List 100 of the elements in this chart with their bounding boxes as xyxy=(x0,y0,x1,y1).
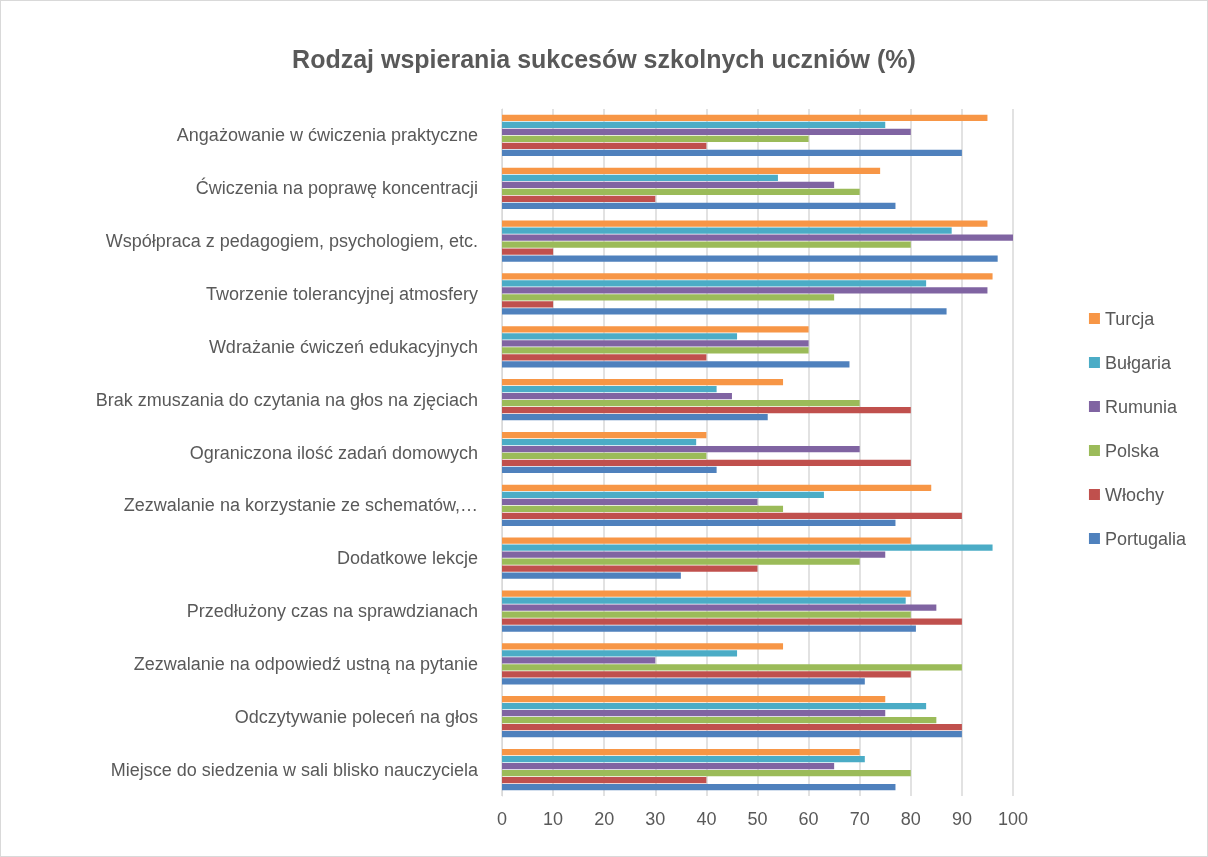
bar xyxy=(502,308,947,315)
y-tick-label: Zezwalanie na korzystanie ze schematów,… xyxy=(123,495,478,516)
bar xyxy=(502,181,835,188)
y-tick-label: Ograniczona ilość zadań domowych xyxy=(189,442,478,463)
bar xyxy=(502,407,911,414)
bar xyxy=(502,565,758,572)
bar xyxy=(502,220,988,227)
bar xyxy=(502,572,681,579)
bar xyxy=(502,512,962,519)
bar xyxy=(502,537,911,544)
y-tick-label: Współpraca z pedagogiem, psychologiem, etc. xyxy=(105,231,478,252)
bar xyxy=(502,505,784,512)
bar xyxy=(502,445,860,453)
bar xyxy=(502,142,707,150)
bar xyxy=(502,611,911,618)
bar xyxy=(502,248,554,255)
bar xyxy=(502,650,738,657)
bar xyxy=(502,273,993,280)
bar xyxy=(502,202,896,209)
bar xyxy=(502,354,707,361)
bar xyxy=(502,776,707,784)
bar xyxy=(502,551,886,558)
bar xyxy=(502,287,988,294)
bar xyxy=(502,643,784,650)
bar xyxy=(502,114,988,122)
bar xyxy=(502,466,717,474)
bar xyxy=(502,769,911,777)
y-tick-label: Zezwalanie na odpowiedź ustną na pytanie xyxy=(133,653,478,674)
x-tick-label: 10 xyxy=(543,809,564,829)
bar xyxy=(502,167,881,174)
bar xyxy=(502,333,738,340)
x-tick-label: 80 xyxy=(900,809,921,829)
bar xyxy=(502,590,911,597)
bar xyxy=(502,783,896,791)
y-tick-label: Brak zmuszania do czytania na głos na zjęciach xyxy=(95,389,478,410)
bar xyxy=(502,544,993,551)
bar xyxy=(502,135,809,143)
x-tick-label: 70 xyxy=(849,809,870,829)
bar xyxy=(502,227,952,234)
bar xyxy=(502,498,758,505)
bar xyxy=(502,379,784,386)
bar xyxy=(502,452,707,460)
y-tick-label: Wdrażanie ćwiczeń edukacyjnych xyxy=(208,336,478,357)
bar xyxy=(502,121,886,129)
bar xyxy=(502,731,962,738)
bar xyxy=(502,678,865,685)
bar xyxy=(502,301,554,308)
x-tick-label: 40 xyxy=(696,809,717,829)
x-tick-label: 30 xyxy=(645,809,666,829)
bar xyxy=(502,400,860,407)
bar xyxy=(502,431,707,439)
x-tick-label: 100 xyxy=(997,809,1029,829)
x-tick-label: 90 xyxy=(951,809,972,829)
bar xyxy=(502,671,911,678)
bar xyxy=(502,625,916,632)
y-tick-label: Miejsce do siedzenia w sali blisko nauczyciela xyxy=(110,759,479,780)
bar xyxy=(502,618,962,625)
bar xyxy=(502,484,932,491)
bar xyxy=(502,710,886,717)
bar xyxy=(502,438,697,446)
legend-label: Polska xyxy=(1104,440,1160,461)
y-tick-label: Przedłużony czas na sprawdzianach xyxy=(186,601,478,622)
bar xyxy=(502,748,860,756)
bar xyxy=(502,724,962,731)
bar xyxy=(502,604,937,611)
bar xyxy=(502,188,860,195)
bar xyxy=(502,149,962,157)
bar xyxy=(502,414,768,421)
bar xyxy=(502,326,809,333)
y-tick-label: Dodatkowe lekcje xyxy=(336,548,478,569)
y-tick-label: Tworzenie tolerancyjnej atmosfery xyxy=(205,283,478,304)
bar xyxy=(502,174,778,181)
bar xyxy=(502,386,717,393)
bar xyxy=(502,664,962,671)
legend-label: Turcja xyxy=(1104,308,1156,329)
bar xyxy=(502,717,937,724)
bar xyxy=(502,762,835,770)
bar xyxy=(502,696,886,703)
bar xyxy=(502,393,732,400)
bar xyxy=(502,703,927,710)
y-tick-label: Ćwiczenia na poprawę koncentracji xyxy=(195,177,478,199)
legend-label: Bułgaria xyxy=(1104,352,1172,373)
x-tick-label: 50 xyxy=(747,809,768,829)
bar xyxy=(502,128,911,136)
x-tick-label: 20 xyxy=(594,809,615,829)
bar xyxy=(502,234,1013,241)
x-tick-label: 0 xyxy=(496,809,508,829)
legend-label: Rumunia xyxy=(1104,396,1178,417)
bar xyxy=(502,241,911,248)
bar xyxy=(502,294,835,301)
chart-title: Rodzaj wspierania sukcesów szkolnych uczniów (%) xyxy=(292,44,916,73)
bar xyxy=(502,519,896,526)
bar xyxy=(502,597,906,604)
legend-label: Włochy xyxy=(1104,484,1164,505)
bar xyxy=(502,347,809,354)
bar xyxy=(502,195,656,202)
x-tick-label: 60 xyxy=(798,809,819,829)
bar xyxy=(502,459,911,467)
bar xyxy=(502,491,824,498)
bar xyxy=(502,255,998,262)
